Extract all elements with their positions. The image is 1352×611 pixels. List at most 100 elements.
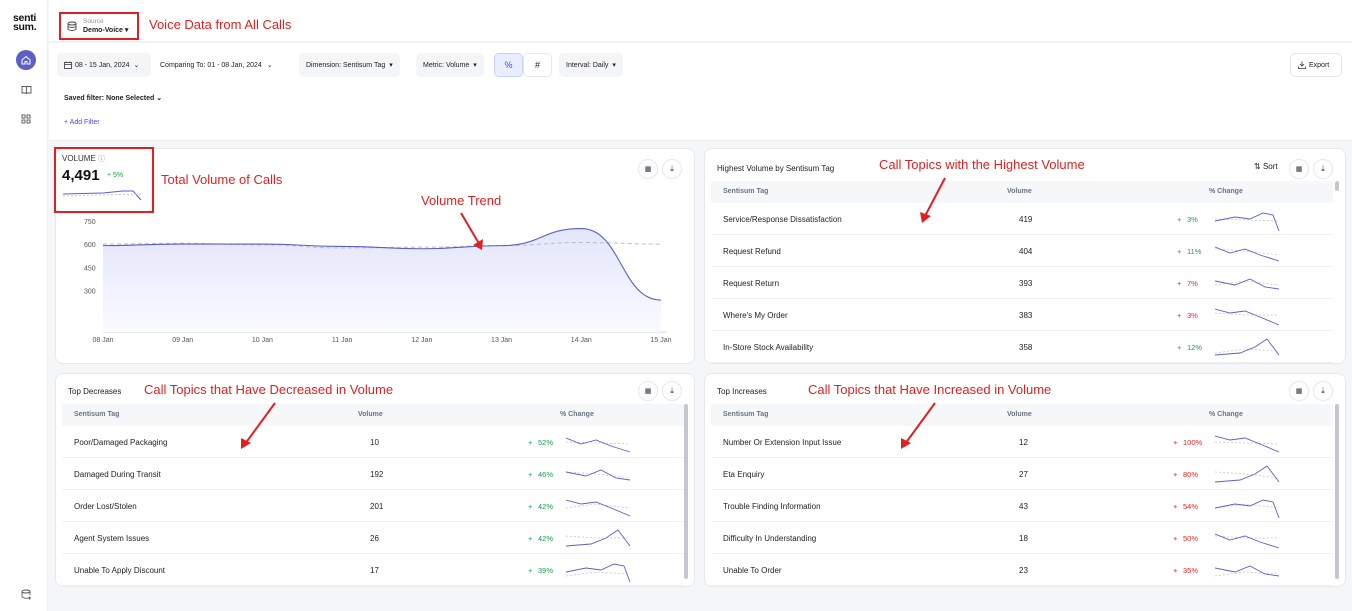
dimension-selector[interactable]: Dimension: Sentisum Tag ▾	[299, 53, 400, 77]
row-volume: 18	[1019, 534, 1028, 543]
row-sparkline	[1215, 499, 1280, 519]
table-row[interactable]: Unable To Apply Discount 17 +39%	[62, 554, 684, 586]
row-change: 42%	[538, 534, 554, 543]
row-sparkline	[1215, 212, 1280, 232]
table-row[interactable]: Difficulty In Understanding 18 +50%	[711, 522, 1333, 554]
row-tag: Agent System Issues	[74, 534, 150, 543]
trend-up-icon: +	[528, 566, 533, 575]
grid-icon[interactable]	[16, 109, 36, 129]
row-volume: 419	[1019, 215, 1033, 224]
table-row[interactable]: Request Return 393 +7%	[711, 267, 1333, 299]
count-toggle[interactable]: #	[523, 53, 552, 77]
table-row[interactable]: Service/Response Dissatisfaction 419 +3%	[711, 203, 1333, 235]
highest-title: Highest Volume by Sentisum Tag	[717, 164, 835, 173]
download-icon[interactable]: ⤓	[1313, 381, 1333, 401]
row-volume: 26	[370, 534, 379, 543]
table-header: Sentisum Tag Volume % Change	[711, 404, 1333, 426]
x-tick-label: 11 Jan	[332, 337, 353, 344]
annotation-arrow-increased	[901, 402, 936, 449]
scrollbar[interactable]	[1335, 181, 1339, 191]
row-tag: Difficulty In Understanding	[723, 534, 817, 543]
source-selector[interactable]: Source Demo-Voice ▾	[59, 12, 139, 40]
qr-code-icon[interactable]: ▦	[638, 381, 658, 401]
annotation-arrow-highest	[920, 177, 946, 223]
table-row[interactable]: Request Refund 404 +11%	[711, 235, 1333, 267]
top-decreases-card: Top Decreases ▦ ⤓ Sentisum Tag Volume % …	[55, 373, 695, 587]
row-tag: Service/Response Dissatisfaction	[723, 215, 842, 224]
trend-up-icon: +	[528, 502, 533, 511]
download-icon[interactable]: ⤓	[662, 159, 682, 179]
total-volume: 4,491	[62, 167, 100, 184]
x-tick-label: 14 Jan	[571, 337, 592, 344]
table-row[interactable]: Order Lost/Stolen 201 +42%	[62, 490, 684, 522]
table-row[interactable]: Damaged During Transit 192 +46%	[62, 458, 684, 490]
home-icon[interactable]	[16, 50, 36, 70]
export-button[interactable]: Export	[1290, 53, 1342, 77]
percent-toggle[interactable]: %	[494, 53, 523, 77]
decreases-title: Top Decreases	[68, 387, 122, 396]
annotation-decreased: Call Topics that Have Decreased in Volum…	[144, 382, 394, 397]
add-filter-button[interactable]: + Add Filter	[64, 119, 100, 126]
scrollbar[interactable]	[1335, 404, 1339, 579]
x-tick-label: 13 Jan	[491, 337, 512, 344]
x-tick-label: 09 Jan	[172, 337, 193, 344]
table-row[interactable]: Unable To Order 23 +35%	[711, 554, 1333, 586]
row-sparkline	[1215, 565, 1280, 577]
row-tag: In-Store Stock Availability	[723, 343, 814, 352]
row-tag: Unable To Apply Discount	[74, 566, 166, 575]
row-sparkline	[1215, 465, 1280, 483]
annotation-highest: Call Topics with the Highest Volume	[879, 157, 1085, 172]
x-tick-label: 08 Jan	[92, 337, 113, 344]
row-change: 35%	[1183, 566, 1199, 575]
table-header: Sentisum Tag Volume % Change	[62, 404, 684, 426]
table-row[interactable]: Poor/Damaged Packaging 10 +52%	[62, 426, 684, 458]
qr-code-icon[interactable]: ▦	[1289, 381, 1309, 401]
download-icon	[1298, 61, 1306, 69]
table-header: Sentisum Tag Volume % Change	[711, 181, 1333, 203]
qr-code-icon[interactable]: ▦	[1289, 159, 1309, 179]
row-volume: 10	[370, 438, 379, 447]
sort-button[interactable]: ⇅ Sort	[1254, 162, 1278, 171]
row-change: 52%	[538, 438, 554, 447]
row-volume: 404	[1019, 247, 1033, 256]
row-tag: Number Or Extension Input Issue	[723, 438, 842, 447]
date-range-picker[interactable]: 08 - 15 Jan, 2024 ⌄	[57, 53, 151, 77]
top-bar: Source Demo-Voice ▾ Voice Data from All …	[49, 0, 1352, 42]
row-volume: 393	[1019, 279, 1033, 288]
download-icon[interactable]: ⤓	[662, 381, 682, 401]
table-row[interactable]: Eta Enquiry 27 +80%	[711, 458, 1333, 490]
row-volume: 12	[1019, 438, 1028, 447]
row-change: 12%	[1187, 343, 1203, 352]
row-volume: 23	[1019, 566, 1028, 575]
interval-selector[interactable]: Interval: Daily ▾	[559, 53, 623, 77]
row-change: 100%	[1183, 438, 1203, 447]
row-change: 11%	[1187, 247, 1202, 256]
download-icon[interactable]: ⤓	[1313, 159, 1333, 179]
metric-selector[interactable]: Metric: Volume ▾	[416, 53, 484, 77]
row-tag: Damaged During Transit	[74, 470, 161, 479]
trend-down-icon: +	[1173, 502, 1178, 511]
table-row[interactable]: Where's My Order 383 +3%	[711, 299, 1333, 331]
book-icon[interactable]	[16, 80, 36, 100]
row-tag: Request Refund	[723, 247, 781, 256]
row-change: 3%	[1187, 215, 1198, 224]
table-row[interactable]: In-Store Stock Availability 358 +12%	[711, 331, 1333, 363]
trend-down-icon: +	[1177, 311, 1182, 320]
row-change: 54%	[1183, 502, 1199, 511]
table-row[interactable]: Agent System Issues 26 +42%	[62, 522, 684, 554]
y-tick-label: 600	[84, 242, 96, 249]
increases-title: Top Increases	[717, 387, 767, 396]
row-volume: 43	[1019, 502, 1028, 511]
calendar-icon	[64, 61, 72, 69]
qr-code-icon[interactable]: ▦	[638, 159, 658, 179]
x-tick-label: 12 Jan	[411, 337, 432, 344]
trend-up-icon: +	[1177, 215, 1182, 224]
comparing-selector[interactable]: Comparing To: 01 - 08 Jan, 2024 ⌄	[160, 61, 273, 70]
table-row[interactable]: Number Or Extension Input Issue 12 +100%	[711, 426, 1333, 458]
trend-up-icon: +	[528, 470, 533, 479]
scrollbar[interactable]	[684, 404, 688, 579]
trend-up-icon: +	[528, 438, 533, 447]
add-database-icon[interactable]	[16, 584, 36, 604]
table-row[interactable]: Trouble Finding Information 43 +54%	[711, 490, 1333, 522]
saved-filter-selector[interactable]: Saved filter: None Selected ⌄	[64, 95, 163, 102]
